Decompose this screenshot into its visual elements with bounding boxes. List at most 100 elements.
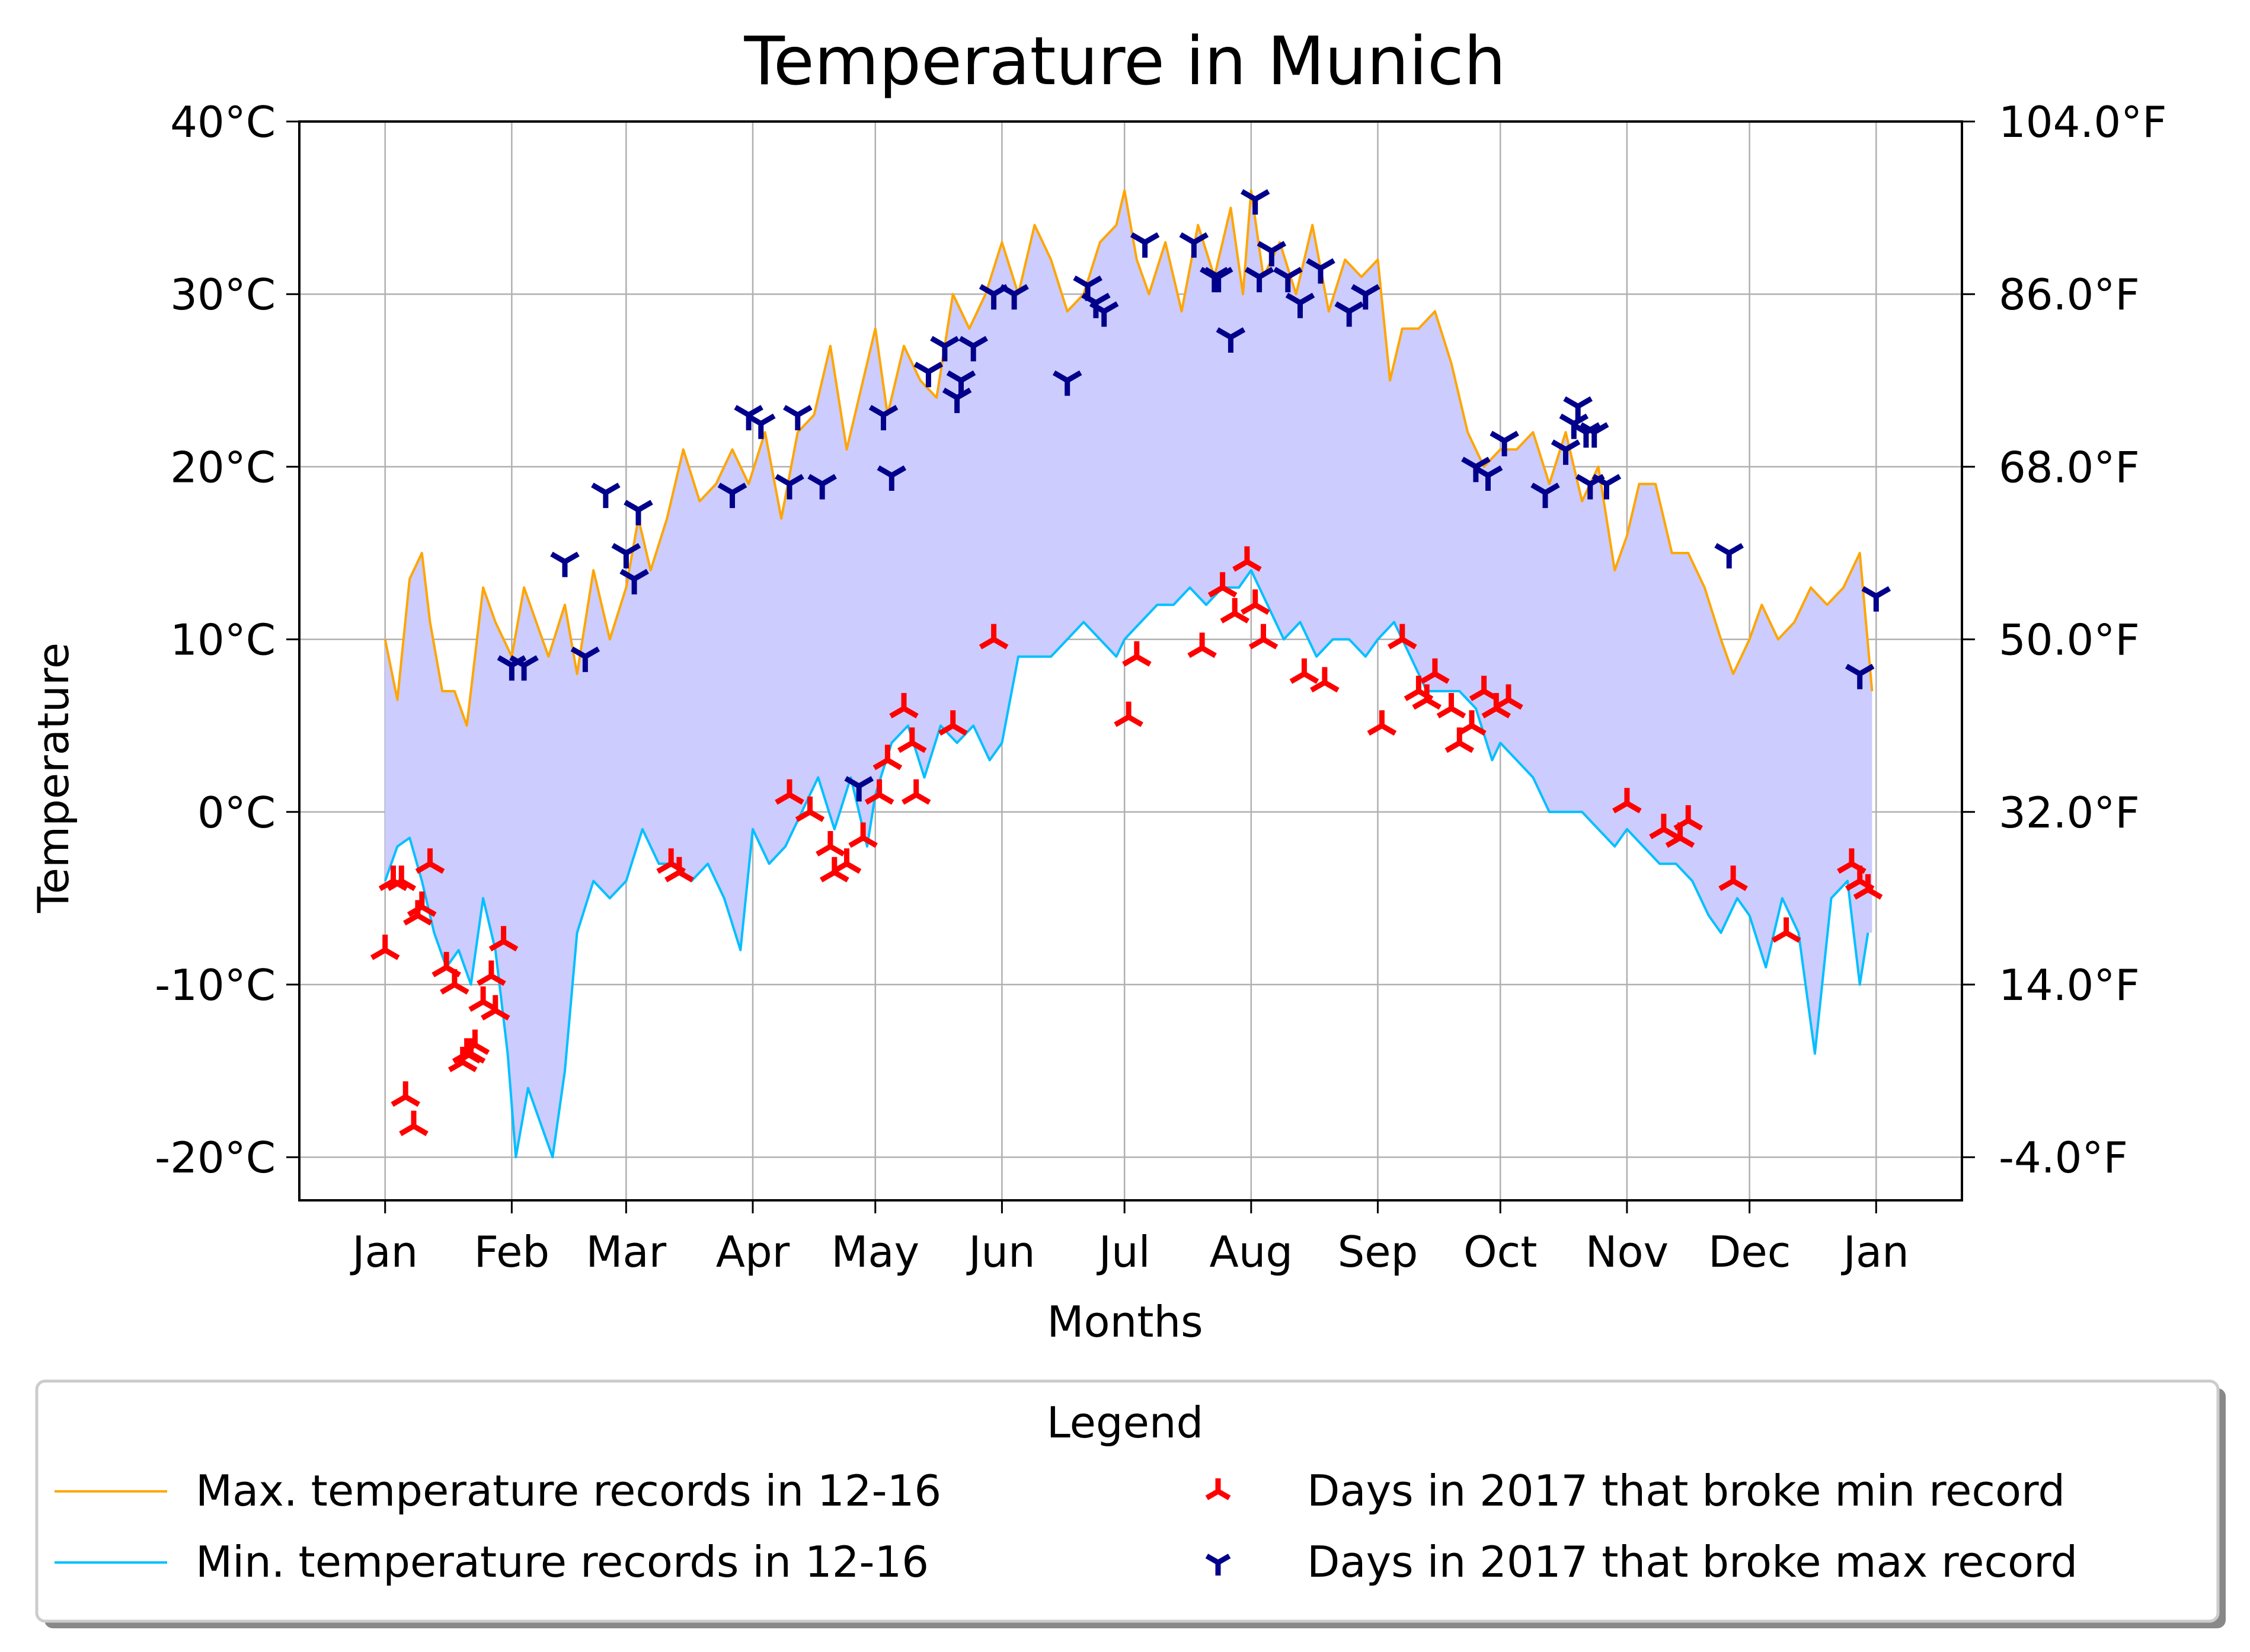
min-record-broken-marker xyxy=(1367,710,1397,736)
max-record-broken-marker xyxy=(1551,439,1581,465)
min-record-broken-marker xyxy=(1457,710,1487,736)
legend: Legend Max. temperature records in 12-16… xyxy=(35,1379,2226,1628)
min-record-broken-marker xyxy=(901,779,931,805)
max-record-broken-marker xyxy=(1563,396,1593,422)
max-record-broken-marker xyxy=(1273,267,1303,293)
y-tick-label: -10°C xyxy=(155,960,276,1010)
x-tick-label: Feb xyxy=(474,1227,549,1277)
max-record-broken-marker xyxy=(930,335,960,362)
min-record-broken-marker xyxy=(477,960,506,986)
y-tick-label: 0°C xyxy=(197,788,276,838)
max-record-broken-marker xyxy=(1861,586,1891,612)
min-record-broken-marker xyxy=(1673,805,1704,831)
x-tick-label: Mar xyxy=(586,1227,666,1277)
min-record-broken-marker xyxy=(1114,701,1143,727)
max-record-broken-marker xyxy=(570,646,600,672)
max-record-broken-marker xyxy=(807,474,837,500)
min-record-broken-marker xyxy=(488,926,519,952)
max-record-broken-marker xyxy=(946,370,976,396)
min-record-broken-marker xyxy=(897,727,927,753)
min-record-broken-marker xyxy=(832,848,862,874)
max-record-broken-marker xyxy=(1203,267,1233,293)
range-fill xyxy=(385,190,1872,1158)
max-record-broken-marker xyxy=(1240,189,1270,215)
min-record-broken-marker xyxy=(1248,624,1279,650)
min-record-broken-marker xyxy=(1220,597,1250,624)
max-record-broken-marker xyxy=(1490,430,1519,456)
max-record-broken-marker xyxy=(1130,232,1160,258)
max-record-broken-marker xyxy=(1216,327,1246,353)
x-tick-label: Sep xyxy=(1338,1227,1418,1277)
plot-frame xyxy=(298,120,1963,1202)
max-record-broken-marker xyxy=(1306,258,1335,284)
x-tick-label: Oct xyxy=(1463,1227,1538,1277)
max-record-broken-marker xyxy=(1257,241,1287,267)
max-record-broken-marker xyxy=(1351,284,1380,310)
min-record-broken-marker xyxy=(1122,641,1152,667)
min-record-broken-marker xyxy=(1771,917,1801,943)
x-tick-label: Jan xyxy=(350,1227,418,1277)
x-tick-label: Jun xyxy=(966,1227,1035,1277)
min-record-broken-marker xyxy=(848,822,878,848)
min-record-broken-marker xyxy=(415,848,445,874)
max-record-broken-marker xyxy=(877,465,907,491)
record-markers xyxy=(370,189,1891,1136)
min-record-broken-marker xyxy=(864,779,894,805)
max-record-broken-marker xyxy=(844,776,874,802)
min-record-broken-marker xyxy=(1412,684,1442,710)
max-record-broken-marker xyxy=(619,568,649,595)
min-record-broken-marker xyxy=(872,744,903,771)
min-record-broken-marker xyxy=(1310,667,1340,693)
y-tick-label: 40°C xyxy=(170,97,276,147)
max-record-broken-marker xyxy=(624,500,653,526)
min-record-broken-marker xyxy=(1853,874,1883,900)
max-record-broken-marker xyxy=(1473,465,1503,491)
y2-tick-label: -4.0°F xyxy=(1999,1133,2128,1183)
x-tick-label: May xyxy=(831,1227,919,1277)
legend-swatch-marker xyxy=(1205,1478,1231,1500)
max-record-broken-marker xyxy=(913,362,944,388)
legend-entry-label: Days in 2017 that broke max record xyxy=(1307,1537,2078,1587)
max-record-broken-marker xyxy=(717,483,747,509)
y-tick-label: 30°C xyxy=(170,270,276,319)
min-record-broken-marker xyxy=(1494,684,1523,710)
max-record-broken-marker xyxy=(999,284,1029,310)
y-axis-label: Temperature xyxy=(28,643,78,913)
y2-tick-label: 86.0°F xyxy=(1999,270,2140,319)
legend-title: Legend xyxy=(1047,1398,1203,1448)
legend-box xyxy=(35,1379,2220,1623)
x-tick-label: Aug xyxy=(1210,1227,1293,1277)
min-record-broken-marker xyxy=(1420,658,1450,684)
min-record-broken-marker xyxy=(399,1110,429,1136)
x-tick-label: Apr xyxy=(716,1227,790,1277)
min-record-broken-marker xyxy=(1718,865,1748,891)
series-lines xyxy=(383,189,1874,1159)
axes: -20°C -10°C 0°C 10°C 20°C 30°C 40°C -4.0°F 14.0°… xyxy=(155,97,2166,1277)
y-tick-label: 20°C xyxy=(170,442,276,492)
min-record-broken-marker xyxy=(1289,658,1319,684)
min-record-broken-marker xyxy=(440,969,469,995)
max-record-broken-marker xyxy=(1591,474,1622,500)
min-record-broken-marker xyxy=(1187,632,1217,659)
y-tick-label: 10°C xyxy=(170,615,276,665)
min-record-broken-marker xyxy=(1207,572,1238,598)
min-record-broken-marker xyxy=(468,986,498,1012)
chart-title: Temperature in Munich xyxy=(743,23,1506,100)
y2-tick-label: 104.0°F xyxy=(1999,97,2167,147)
max-record-broken-marker xyxy=(775,474,804,500)
min-record-broken-marker xyxy=(979,624,1009,650)
min-record-broken-marker xyxy=(664,857,694,883)
max-record-broken-marker xyxy=(1244,267,1274,293)
max-record-broken-marker xyxy=(1530,483,1560,509)
max-record-broken-marker xyxy=(611,543,641,568)
legend-entry-label: Days in 2017 that broke min record xyxy=(1307,1466,2065,1516)
min-record-broken-marker xyxy=(481,995,510,1021)
x-axis-label: Months xyxy=(1047,1297,1203,1347)
max-record-broken-marker xyxy=(1579,422,1609,448)
y2-tick-label: 14.0°F xyxy=(1999,960,2140,1010)
max-record-broken-marker xyxy=(1052,370,1082,396)
min-record-broken-marker xyxy=(1240,589,1270,615)
min-record-broken-marker xyxy=(889,693,919,718)
